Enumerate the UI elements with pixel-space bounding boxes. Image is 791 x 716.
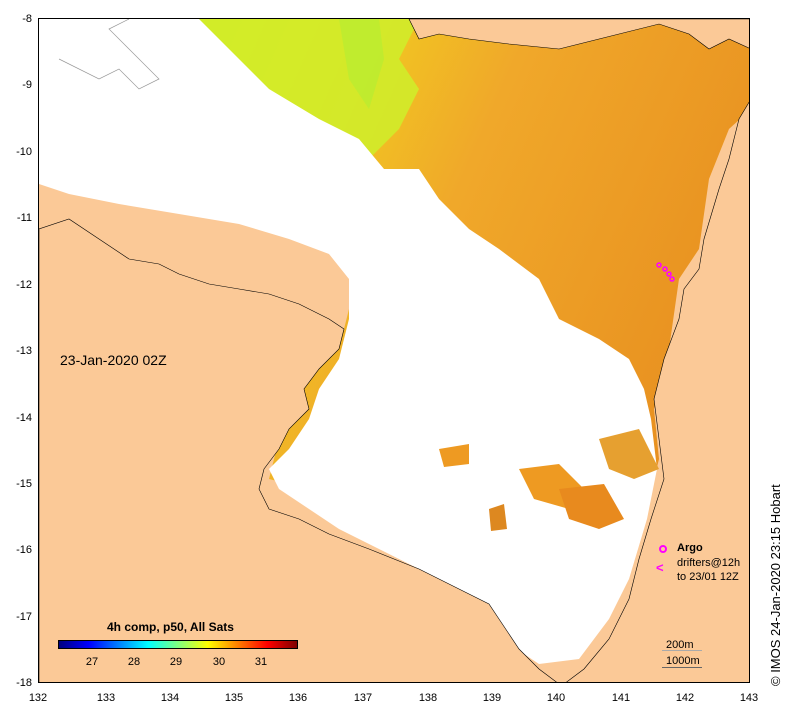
credit-text: © IMOS 24-Jan-2020 23:15 Hobart: [768, 484, 783, 686]
lon-tick: 137: [353, 692, 373, 704]
legend-200m: 200m: [666, 639, 694, 651]
lat-tick: -16: [16, 544, 32, 556]
lon-tick: 142: [675, 692, 695, 704]
lon-tick: 140: [546, 692, 566, 704]
lat-tick: -15: [16, 478, 32, 490]
legend-argo: Argo: [677, 542, 703, 554]
lon-tick: 134: [160, 692, 180, 704]
legend-drifters-period: to 23/01 12Z: [677, 571, 739, 583]
colorbar-tick: 29: [169, 656, 183, 668]
land-arnhem: [39, 218, 557, 682]
land-png: [408, 19, 749, 50]
lon-tick: 141: [611, 692, 631, 704]
lat-tick: -11: [16, 212, 32, 224]
lat-tick: -8: [22, 13, 32, 25]
sst-map: [39, 19, 749, 682]
colorbar-tick: 28: [127, 656, 141, 668]
lon-tick: 132: [28, 692, 48, 704]
legend-drifters: drifters@12h: [677, 557, 741, 569]
lat-tick: -9: [22, 79, 32, 91]
lon-tick: 133: [96, 692, 116, 704]
colorbar-tick: 31: [254, 656, 268, 668]
colorbar-title: 4h comp, p50, All Sats: [107, 620, 234, 634]
lon-tick: 136: [288, 692, 308, 704]
argo-markers: [656, 262, 675, 282]
lat-tick: -10: [16, 146, 32, 158]
legend-1000m: 1000m: [666, 655, 700, 667]
drifter-arrow-icon: <: [656, 560, 664, 575]
contour-1000-line: [662, 667, 702, 668]
lon-tick: 138: [418, 692, 438, 704]
lon-tick: 139: [482, 692, 502, 704]
map-frame: [38, 18, 750, 683]
lat-tick: -13: [16, 345, 32, 357]
date-label: 23-Jan-2020 02Z: [60, 352, 167, 368]
lat-tick: -17: [16, 611, 32, 623]
colorbar: [58, 640, 298, 649]
land-cape-york: [566, 101, 749, 682]
argo-icon: [659, 545, 667, 553]
contour-200-line: [662, 650, 702, 651]
colorbar-tick: 30: [212, 656, 226, 668]
no-data-area: [39, 19, 657, 664]
lon-tick: 135: [224, 692, 244, 704]
lat-tick: -12: [16, 279, 32, 291]
colorbar-tick: 27: [85, 656, 99, 668]
lat-tick: -14: [16, 412, 32, 424]
lon-tick: 143: [739, 692, 759, 704]
lat-tick: -18: [16, 677, 32, 689]
